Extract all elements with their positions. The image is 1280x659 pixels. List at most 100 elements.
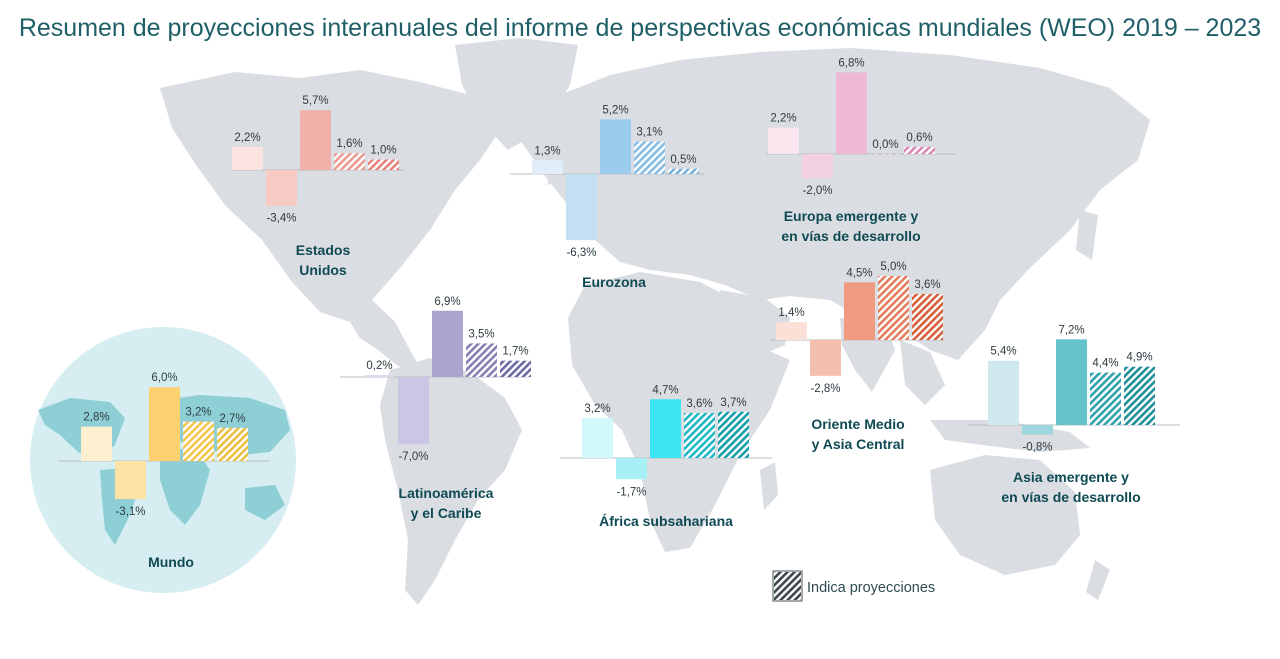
bar-label-eurozona-2023: 0,5% [670,154,696,166]
bar-label-mundo-2019: 2,8% [83,412,109,424]
bar-asia-emergente-2022 [1090,372,1121,425]
region-chart-eurozona: 1,3% -6,3% 5,2% 3,1% 0,5% Eurozona [510,104,705,290]
map-indonesia [930,420,1090,452]
bar-label-oriente-medio-2023: 3,6% [914,279,940,291]
legend: Indica proyecciones [772,570,935,602]
region-label-europa-emergente: Europa emergente y [784,208,919,224]
bar-label-asia-emergente-2023: 4,9% [1126,352,1152,364]
bar-estados-unidos-2021 [300,110,331,170]
bar-eurozona-2020 [566,174,597,241]
region-label-europa-emergente: en vías de desarrollo [781,228,920,244]
bar-africa-subsahariana-2021 [650,399,681,458]
bar-europa-emergente-2023 [904,146,935,154]
region-label-mundo: Mundo [148,554,194,570]
bar-label-asia-emergente-2021: 7,2% [1058,324,1084,336]
bar-label-mundo-2023: 2,7% [219,413,245,425]
region-chart-africa-subsahariana: 3,2% -1,7% 4,7% 3,6% 3,7% África subsahariana [560,384,772,529]
bar-oriente-medio-2020 [810,340,841,376]
bar-label-oriente-medio-2021: 4,5% [846,267,872,279]
map-se-asia [900,340,945,405]
bar-mundo-2023 [217,427,248,461]
bar-label-africa-subsahariana-2022: 3,6% [686,398,712,410]
legend-hatch-pattern [774,572,801,600]
bar-mundo-2022 [183,421,214,461]
bar-latinoamerica-2021 [432,310,463,377]
bar-eurozona-2022 [634,141,665,174]
bar-europa-emergente-2019 [768,127,799,154]
bar-label-mundo-2022: 3,2% [185,407,211,419]
region-chart-mundo: 2,8% -3,1% 6,0% 3,2% 2,7% Mundo [58,372,270,570]
bar-label-eurozona-2021: 5,2% [602,104,628,116]
map-eurasia [520,48,1150,360]
bar-asia-emergente-2023 [1124,366,1155,425]
bar-europa-emergente-2021 [836,72,867,154]
region-label-africa-subsahariana: África subsahariana [599,513,733,529]
bar-label-asia-emergente-2020: -0,8% [1022,442,1052,454]
bar-label-asia-emergente-2022: 4,4% [1092,358,1118,370]
region-label-oriente-medio: Oriente Medio [811,416,904,432]
bar-estados-unidos-2020 [266,170,297,206]
bar-africa-subsahariana-2019 [582,418,613,458]
map-central-america [350,300,420,368]
bar-eurozona-2021 [600,119,631,174]
bar-label-africa-subsahariana-2020: -1,7% [616,486,646,498]
map-japan [1076,210,1098,260]
mundo-map-africa [160,448,210,525]
region-label-estados-unidos: Unidos [299,262,347,278]
bar-label-asia-emergente-2019: 5,4% [990,346,1016,358]
regional-bar-charts: 2,2% -3,4% 5,7% 1,6% 1,0% Estados Unidos 1,3% -6… [58,57,1180,570]
bar-label-latinoamerica-2021: 6,9% [434,296,460,308]
bar-label-estados-unidos-2023: 1,0% [370,145,396,157]
bar-label-estados-unidos-2019: 2,2% [234,132,260,144]
bar-label-estados-unidos-2020: -3,4% [266,213,296,225]
bar-label-latinoamerica-2022: 3,5% [468,328,494,340]
bar-label-oriente-medio-2019: 1,4% [778,307,804,319]
bar-oriente-medio-2021 [844,282,875,340]
region-label-estados-unidos: Estados [296,242,351,258]
bar-latinoamerica-2020 [398,377,429,445]
bar-label-oriente-medio-2020: -2,8% [810,383,840,395]
bar-label-latinoamerica-2023: 1,7% [502,346,528,358]
bar-estados-unidos-2023 [368,159,399,170]
bar-oriente-medio-2019 [776,322,807,340]
legend-label: Indica proyecciones [807,580,935,596]
bar-label-mundo-2021: 6,0% [151,372,177,384]
bar-europa-emergente-2022 [870,154,901,155]
map-madagascar [760,462,778,510]
region-chart-latinoamerica: 0,2% -7,0% 6,9% 3,5% 1,7% Latinoamérica y el C… [340,296,531,521]
bar-asia-emergente-2021 [1056,339,1087,425]
bar-asia-emergente-2020 [1022,425,1053,435]
bar-label-latinoamerica-2019: 0,2% [366,360,392,372]
bar-europa-emergente-2020 [802,154,833,178]
region-label-oriente-medio: y Asia Central [812,436,905,452]
bar-label-africa-subsahariana-2019: 3,2% [584,403,610,415]
bar-mundo-2019 [81,426,112,461]
bar-africa-subsahariana-2022 [684,413,715,458]
bar-eurozona-2023 [668,168,699,174]
bar-label-africa-subsahariana-2021: 4,7% [652,384,678,396]
region-chart-europa-emergente: 2,2% -2,0% 6,8% 0,0% 0,6% Europa emergente y e… [766,57,955,244]
map-new-zealand [1086,560,1110,600]
bar-label-africa-subsahariana-2023: 3,7% [720,397,746,409]
bar-label-europa-emergente-2022: 0,0% [872,139,898,151]
bar-oriente-medio-2023 [912,293,943,340]
region-label-asia-emergente: en vías de desarrollo [1001,489,1140,505]
region-chart-asia-emergente: 5,4% -0,8% 7,2% 4,4% 4,9% Asia emergente y en … [968,324,1180,505]
region-label-latinoamerica: y el Caribe [411,505,482,521]
bar-label-eurozona-2019: 1,3% [534,145,560,157]
region-label-asia-emergente: Asia emergente y [1013,469,1129,485]
bar-latinoamerica-2023 [500,360,531,377]
bar-asia-emergente-2019 [988,360,1019,425]
bar-africa-subsahariana-2020 [616,458,647,480]
map-australia [930,455,1080,575]
bar-label-estados-unidos-2022: 1,6% [336,138,362,150]
mundo-map-australia [245,485,285,520]
bar-label-europa-emergente-2023: 0,6% [906,132,932,144]
bar-label-eurozona-2022: 3,1% [636,126,662,138]
region-chart-oriente-medio: 1,4% -2,8% 4,5% 5,0% 3,6% Oriente Medio y Asia… [770,261,945,452]
bar-label-latinoamerica-2020: -7,0% [398,451,428,463]
bar-label-europa-emergente-2019: 2,2% [770,113,796,125]
bar-label-europa-emergente-2021: 6,8% [838,57,864,69]
bar-label-europa-emergente-2020: -2,0% [802,185,832,197]
